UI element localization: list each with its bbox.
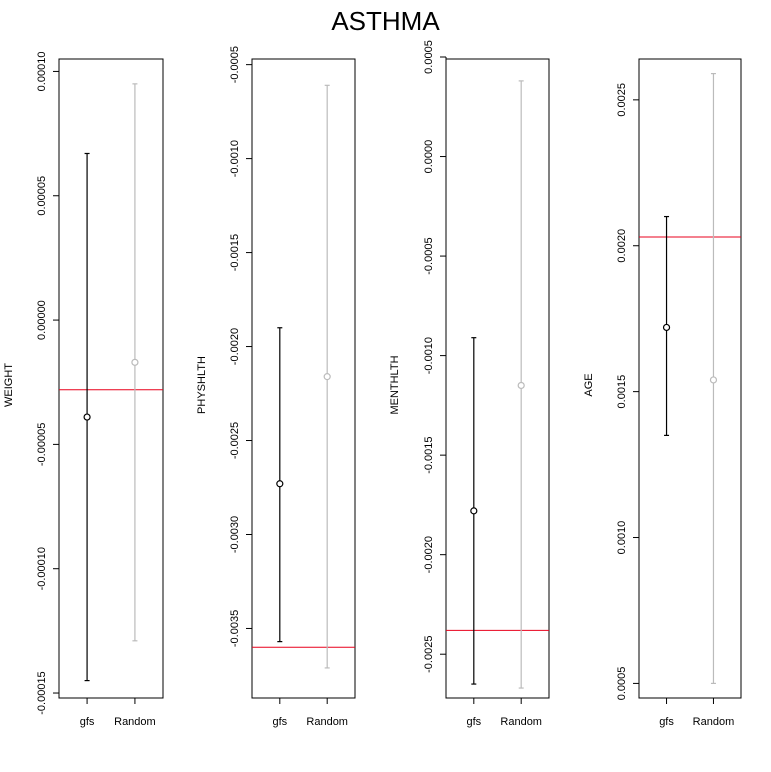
panel-physhlth: -0.0035 -0.0030 -0.0025 -0.0020 -0.0015 -0.00… <box>196 46 356 728</box>
y-tick-label: -0.00010 <box>36 547 48 590</box>
estimate-point-random <box>323 373 331 381</box>
y-tick-label: -0.0010 <box>423 337 435 374</box>
y-tick-label: 0.0020 <box>616 229 628 263</box>
x-tick-label: Random <box>693 716 735 728</box>
y-tick-label: 0.0015 <box>616 375 628 409</box>
x-tick-label: Random <box>114 716 156 728</box>
panel-weight: -0.00015 -0.00010 -0.00005 0.00000 0.00005 0.… <box>3 52 164 728</box>
estimate-point-gfs <box>276 480 284 488</box>
y-axis-title: MENTHLTH <box>389 355 401 414</box>
x-tick-label: gfs <box>466 716 481 728</box>
plot-frame <box>58 58 164 699</box>
y-tick-label: -0.0025 <box>423 636 435 673</box>
x-tick-label: gfs <box>80 716 95 728</box>
y-axis-title: PHYSHLTH <box>196 356 208 414</box>
y-axis-title: AGE <box>583 373 595 396</box>
y-tick-label: -0.0025 <box>229 422 241 459</box>
x-tick-label: Random <box>306 716 348 728</box>
estimate-point-random <box>517 381 525 390</box>
y-tick-label: 0.0005 <box>616 667 628 701</box>
y-tick-label: -0.0005 <box>423 237 435 274</box>
estimate-point-random <box>709 376 718 384</box>
estimate-point-random <box>131 358 139 366</box>
x-tick-label: gfs <box>659 716 674 728</box>
y-tick-label: -0.0015 <box>423 436 435 473</box>
plot-frame <box>638 58 742 699</box>
y-tick-label: -0.0010 <box>229 140 241 177</box>
y-tick-label: 0.0000 <box>423 140 435 174</box>
y-axis-title: WEIGHT <box>3 363 15 407</box>
y-tick-label: -0.0035 <box>229 610 241 647</box>
y-tick-label: -0.0020 <box>423 536 435 573</box>
chart-title: ASTHMA <box>331 6 440 36</box>
y-tick-label: 0.00005 <box>36 176 48 216</box>
y-tick-label: -0.0005 <box>229 46 241 83</box>
y-tick-label: -0.0015 <box>229 234 241 271</box>
y-tick-label: 0.0010 <box>616 521 628 555</box>
y-tick-label: 0.0005 <box>423 40 435 74</box>
plot-frame <box>445 58 550 699</box>
y-tick-label: 0.00000 <box>36 300 48 340</box>
panel-menthlth: -0.0025 -0.0020 -0.0015 -0.0010 -0.0005 0.000… <box>389 40 550 728</box>
estimate-point-gfs <box>83 413 91 421</box>
y-tick-label: 0.0025 <box>616 83 628 117</box>
panel-age: 0.0005 0.0010 0.0015 0.0020 0.0025 AGE gfs Rand… <box>583 58 742 728</box>
y-tick-label: -0.00015 <box>36 671 48 714</box>
y-tick-label: -0.0020 <box>229 328 241 365</box>
x-tick-label: gfs <box>272 716 287 728</box>
x-tick-label: Random <box>500 716 542 728</box>
estimate-point-gfs <box>470 507 478 515</box>
y-tick-label: -0.0030 <box>229 516 241 553</box>
estimate-point-gfs <box>662 323 671 332</box>
plot-frame <box>251 58 356 699</box>
y-tick-label: -0.00005 <box>36 423 48 466</box>
y-tick-label: 0.00010 <box>36 52 48 92</box>
